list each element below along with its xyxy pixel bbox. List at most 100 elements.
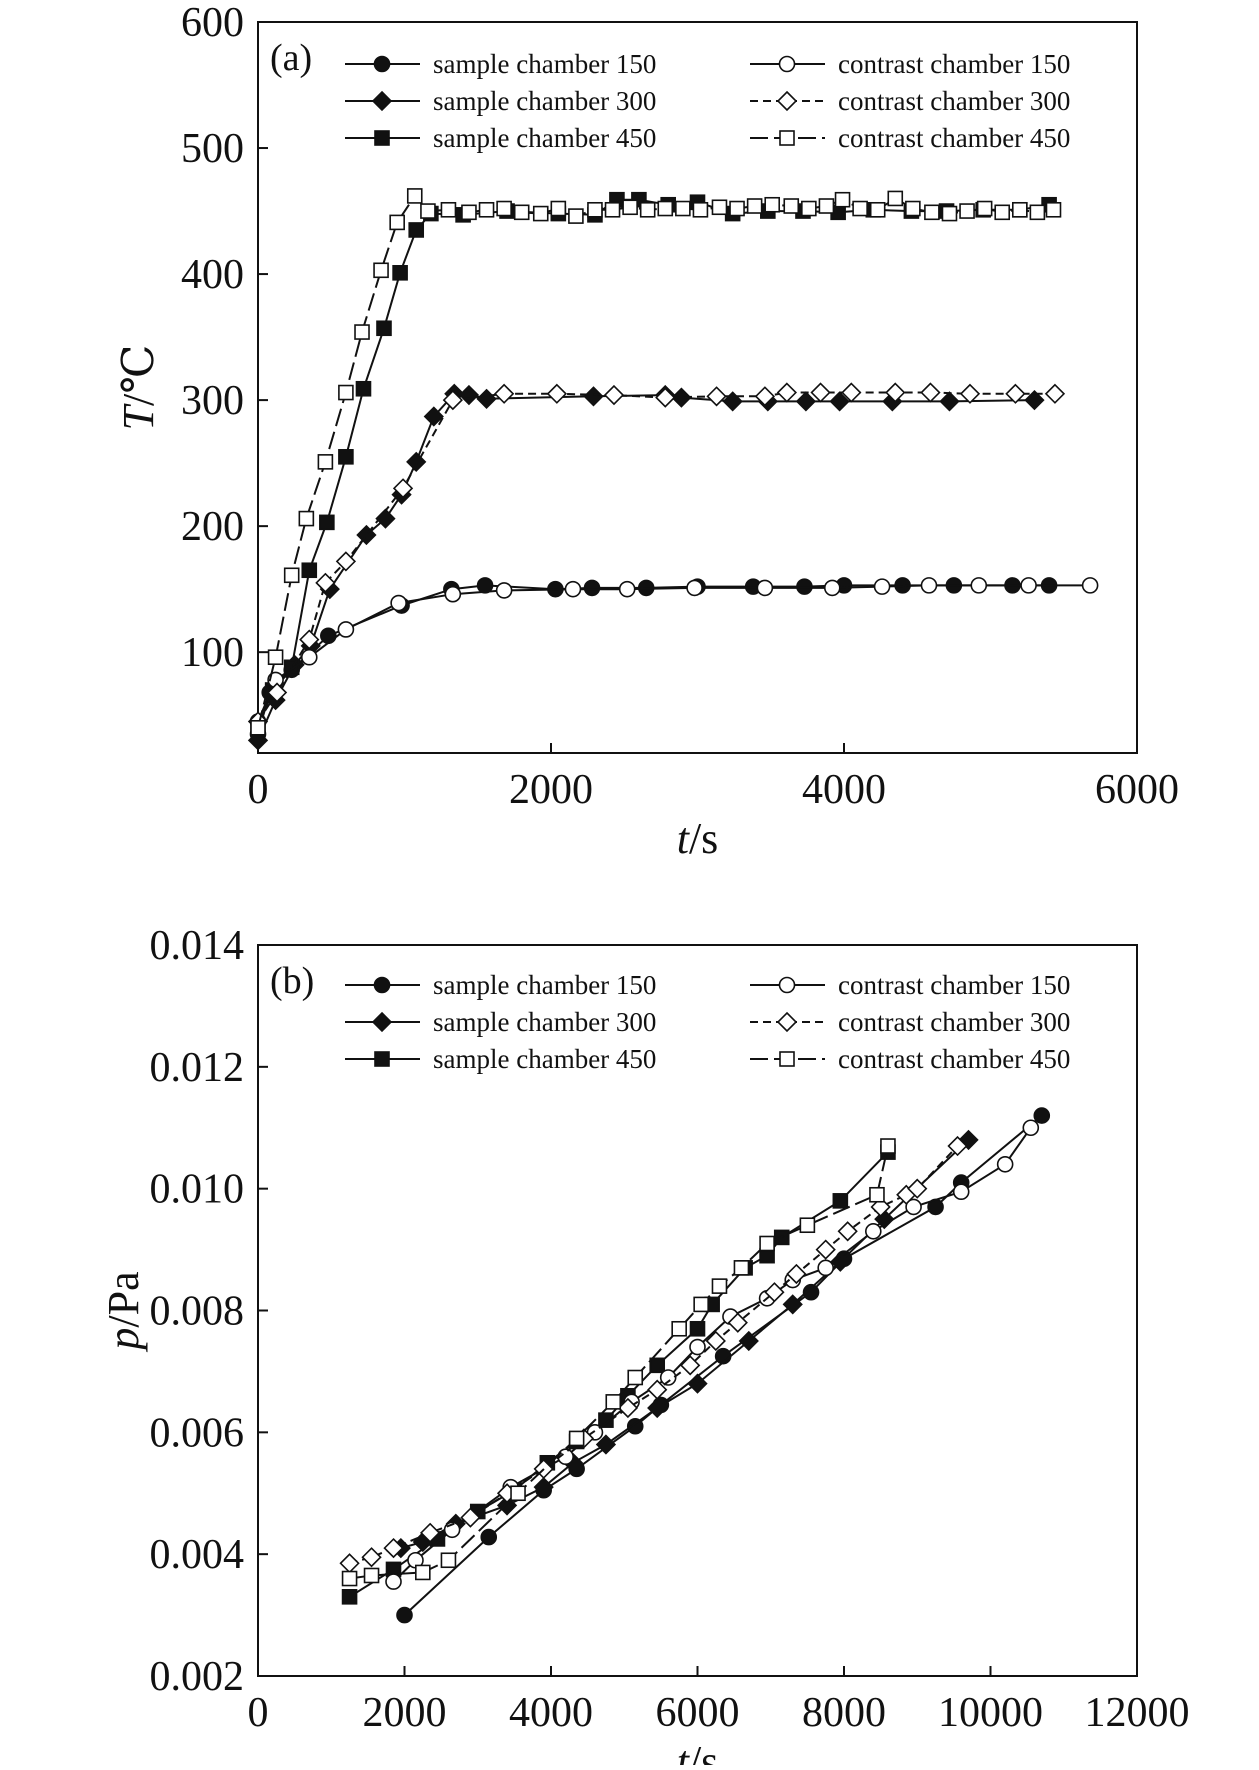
data-point xyxy=(834,191,851,208)
data-point xyxy=(338,449,354,465)
y-tick-label: 0.012 xyxy=(150,1045,245,1091)
data-point xyxy=(618,580,636,598)
x-tick-label: 10000 xyxy=(938,1690,1043,1736)
data-point xyxy=(298,510,315,527)
data-point xyxy=(1081,577,1099,594)
legend-item: contrast chamber 450 xyxy=(750,123,1070,153)
data-point xyxy=(689,1320,706,1337)
legend-label: contrast chamber 300 xyxy=(838,1007,1070,1037)
data-point xyxy=(776,382,797,403)
data-point xyxy=(510,1485,526,1502)
data-point xyxy=(796,578,813,595)
data-point xyxy=(605,1394,622,1410)
data-point xyxy=(1005,383,1026,404)
data-point xyxy=(947,1135,968,1157)
data-point xyxy=(1011,201,1028,218)
x-axis-label-symbol: t xyxy=(677,1737,691,1765)
legend-marker xyxy=(778,55,796,73)
legend-item: contrast chamber 300 xyxy=(750,1007,1070,1037)
series-line xyxy=(392,1127,1032,1583)
y-tick-label: 0.010 xyxy=(150,1167,245,1213)
data-point xyxy=(320,627,337,645)
data-point xyxy=(355,380,372,397)
data-point xyxy=(476,577,494,594)
data-point xyxy=(335,551,357,572)
data-point xyxy=(319,514,335,531)
data-point xyxy=(1024,389,1045,411)
data-point xyxy=(939,391,960,412)
data-point xyxy=(603,384,625,406)
legend-label: contrast chamber 450 xyxy=(838,123,1070,153)
data-point xyxy=(247,730,269,751)
data-point xyxy=(604,201,621,218)
data-point xyxy=(373,262,389,279)
series-line xyxy=(257,392,1035,741)
data-point xyxy=(818,198,835,214)
data-point xyxy=(722,391,743,412)
data-point xyxy=(315,572,336,593)
y-tick-label: 200 xyxy=(181,504,244,550)
legend-item: sample chamber 450 xyxy=(345,123,656,153)
data-point xyxy=(869,1186,885,1203)
x-axis-label: t/s xyxy=(677,814,719,863)
data-point xyxy=(458,384,480,406)
legend-label: contrast chamber 150 xyxy=(838,970,1070,1000)
legend-item: sample chamber 450 xyxy=(345,1044,656,1074)
legend-marker xyxy=(373,976,391,994)
data-point xyxy=(389,214,405,231)
data-point xyxy=(1045,201,1062,218)
data-point xyxy=(905,200,921,217)
y-axis-label-symbol: T xyxy=(114,402,163,430)
data-point xyxy=(994,204,1011,221)
data-point xyxy=(693,1296,709,1313)
data-point xyxy=(338,384,354,401)
data-point xyxy=(783,198,800,214)
legend: sample chamber 150 sample chamber 300 samp… xyxy=(345,970,1070,1074)
data-point xyxy=(341,1589,358,1605)
data-point xyxy=(829,391,850,412)
data-point xyxy=(627,1369,644,1386)
y-axis-label: p/Pa xyxy=(99,1271,148,1352)
data-point xyxy=(841,382,862,403)
data-point xyxy=(647,1397,668,1419)
data-point xyxy=(392,478,414,499)
legend-item: contrast chamber 150 xyxy=(750,49,1070,79)
data-point xyxy=(830,1251,851,1272)
data-point xyxy=(423,406,444,427)
y-tick-label: 0.014 xyxy=(150,923,245,969)
data-point xyxy=(671,387,692,408)
data-point xyxy=(493,383,515,404)
series-contrast-chamber-450 xyxy=(250,188,1062,736)
data-point xyxy=(711,199,728,216)
data-point xyxy=(729,200,745,217)
data-point xyxy=(759,1235,775,1252)
legend-label: contrast chamber 450 xyxy=(838,1044,1070,1074)
y-axis-label-symbol: p xyxy=(99,1328,148,1353)
data-point xyxy=(568,208,584,224)
data-point xyxy=(337,621,355,638)
data-point xyxy=(756,579,774,597)
series-contrast-chamber-150 xyxy=(249,577,1099,730)
series-line xyxy=(257,198,1050,729)
data-point xyxy=(299,629,320,650)
legend-label: sample chamber 450 xyxy=(433,1044,656,1074)
data-point xyxy=(283,567,300,584)
data-point xyxy=(376,320,392,337)
data-point xyxy=(476,388,497,409)
data-point xyxy=(546,383,567,404)
series-sample-chamber-150 xyxy=(396,1107,1051,1624)
data-point xyxy=(617,1397,639,1419)
y-axis-label: T/℃ xyxy=(114,345,163,431)
data-point xyxy=(460,1507,481,1528)
data-point xyxy=(832,1193,849,1209)
data-point xyxy=(568,1430,585,1447)
data-point xyxy=(873,578,891,595)
data-point xyxy=(657,200,674,217)
y-axis-label-unit: /Pa xyxy=(99,1271,148,1327)
y-tick-label: 500 xyxy=(181,126,244,172)
data-point xyxy=(1020,577,1037,594)
legend-label: sample chamber 300 xyxy=(433,86,656,116)
data-point xyxy=(375,508,396,529)
series-sample-chamber-300 xyxy=(390,1129,979,1559)
data-point xyxy=(478,201,495,218)
